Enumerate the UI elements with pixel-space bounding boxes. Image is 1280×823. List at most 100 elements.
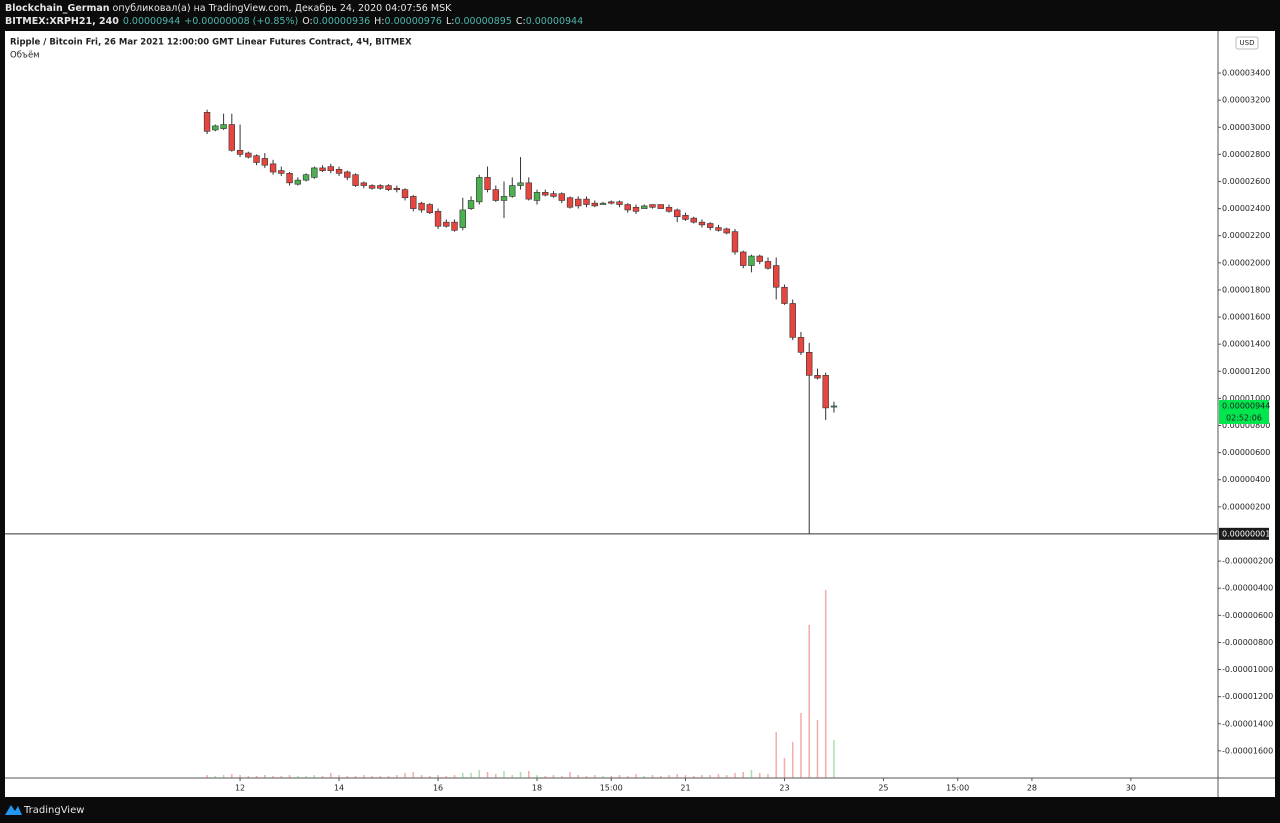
volume-bar: [486, 771, 489, 778]
y-tick-label: 0.00001600: [1222, 313, 1270, 322]
candle-body: [748, 255, 755, 266]
candle-body: [707, 223, 714, 228]
candle-body: [434, 211, 442, 227]
candle-body: [393, 187, 401, 190]
volume-bar: [693, 775, 695, 778]
volume-bar: [775, 731, 777, 778]
candle-body: [550, 193, 557, 197]
y-tick-label: 0.00001200: [1222, 367, 1270, 376]
candle-body: [641, 205, 648, 209]
y-tick-label: -0.00000200: [1222, 557, 1273, 566]
volume-bar: [791, 741, 794, 778]
y-tick-label: 0.00001800: [1222, 285, 1270, 294]
candle-body: [352, 174, 359, 186]
currency: USD: [1240, 39, 1255, 47]
x-tick-label: 12: [235, 784, 245, 793]
candle-body: [566, 197, 574, 208]
candle-body: [575, 198, 582, 207]
candle-body: [690, 217, 697, 223]
candle-body: [715, 227, 722, 231]
candle-body: [599, 202, 607, 205]
y-tick-label: -0.00000600: [1222, 611, 1273, 620]
volume-bar: [585, 775, 588, 778]
y-tick-label: 0.00001400: [1222, 340, 1270, 349]
symbol: BITMEX:XRPH21, 240: [5, 16, 119, 27]
volume-bar: [214, 775, 217, 778]
x-tick-label: 23: [779, 784, 789, 793]
y-tick-label: 0.00000400: [1222, 475, 1270, 484]
candle-body: [517, 182, 524, 186]
y-tick-label: 0.00002200: [1222, 231, 1270, 240]
candle-body: [814, 375, 821, 379]
volume-bar: [651, 774, 654, 778]
price-line-tag: [1219, 527, 1269, 540]
volume-bar: [371, 775, 373, 778]
volume-bar: [231, 773, 233, 778]
volume-bar: [470, 772, 472, 778]
volume-bar: [239, 774, 241, 778]
x-tick-label: 21: [680, 784, 690, 793]
y-tick-label: 0.00000600: [1222, 448, 1270, 457]
last-price-tag: [1219, 399, 1269, 412]
y-tick-label: 0.00003400: [1222, 69, 1270, 78]
author[interactable]: Blockchain_German: [5, 3, 110, 14]
candle-body: [665, 206, 673, 212]
h: 0.00000976: [385, 16, 442, 27]
candle-body: [253, 155, 260, 163]
candle-body: [385, 185, 392, 190]
candle-body: [649, 204, 656, 208]
candle-body: [261, 158, 269, 166]
candle-body: [624, 204, 631, 211]
x-tick-label: 15:00: [946, 784, 969, 793]
volume-bar: [379, 775, 382, 778]
volume-bar: [519, 771, 522, 778]
candle-body: [286, 173, 293, 184]
volume-bar: [247, 775, 250, 778]
volume-bar: [338, 774, 340, 778]
candle-body: [418, 202, 425, 211]
volume-bar: [626, 775, 629, 778]
volume-bar: [478, 769, 481, 778]
chart-panel: [5, 31, 1275, 797]
volume-bar: [396, 774, 398, 778]
volume-bar: [445, 775, 448, 778]
volume-bar: [750, 769, 753, 778]
l-label: L:: [446, 16, 455, 27]
y-tick-label: 0.00000200: [1222, 502, 1270, 511]
candle-body: [278, 170, 285, 174]
candle-body: [311, 167, 318, 178]
volume-bar: [676, 773, 678, 778]
l: 0.00000895: [454, 16, 511, 27]
candle-body: [509, 185, 516, 197]
volume-bar: [222, 774, 225, 778]
y-tick-label: -0.00001200: [1222, 692, 1273, 701]
y-tick-label: 0.00002000: [1222, 258, 1270, 267]
candle-body: [542, 192, 549, 196]
footer-brand[interactable]: TradingView: [23, 805, 84, 816]
volume-bar: [668, 774, 670, 778]
x-tick-label: 25: [878, 784, 888, 793]
candle-body: [443, 221, 450, 227]
currency-button[interactable]: [1235, 36, 1259, 50]
candle-body: [740, 251, 747, 266]
volume-bar: [742, 771, 744, 778]
volume-bar: [255, 775, 258, 778]
candle-body: [335, 168, 343, 174]
y-tick-label: -0.00000800: [1222, 638, 1273, 647]
volume-bar: [709, 774, 711, 778]
candle-body: [583, 198, 590, 205]
volume-bar: [495, 773, 497, 778]
y-tick-label: -0.00001600: [1222, 746, 1273, 755]
candle-body: [558, 193, 565, 201]
y-tick-label: 0.00003200: [1222, 96, 1270, 105]
candle-body: [773, 265, 780, 288]
candle-body: [236, 150, 244, 155]
o-label: O:: [302, 16, 313, 27]
volume-bar: [833, 739, 835, 778]
candle-body: [327, 166, 334, 171]
candle-body: [616, 201, 623, 205]
volume-bar: [767, 773, 769, 778]
candle-body: [525, 182, 532, 200]
volume-bar: [725, 774, 728, 778]
